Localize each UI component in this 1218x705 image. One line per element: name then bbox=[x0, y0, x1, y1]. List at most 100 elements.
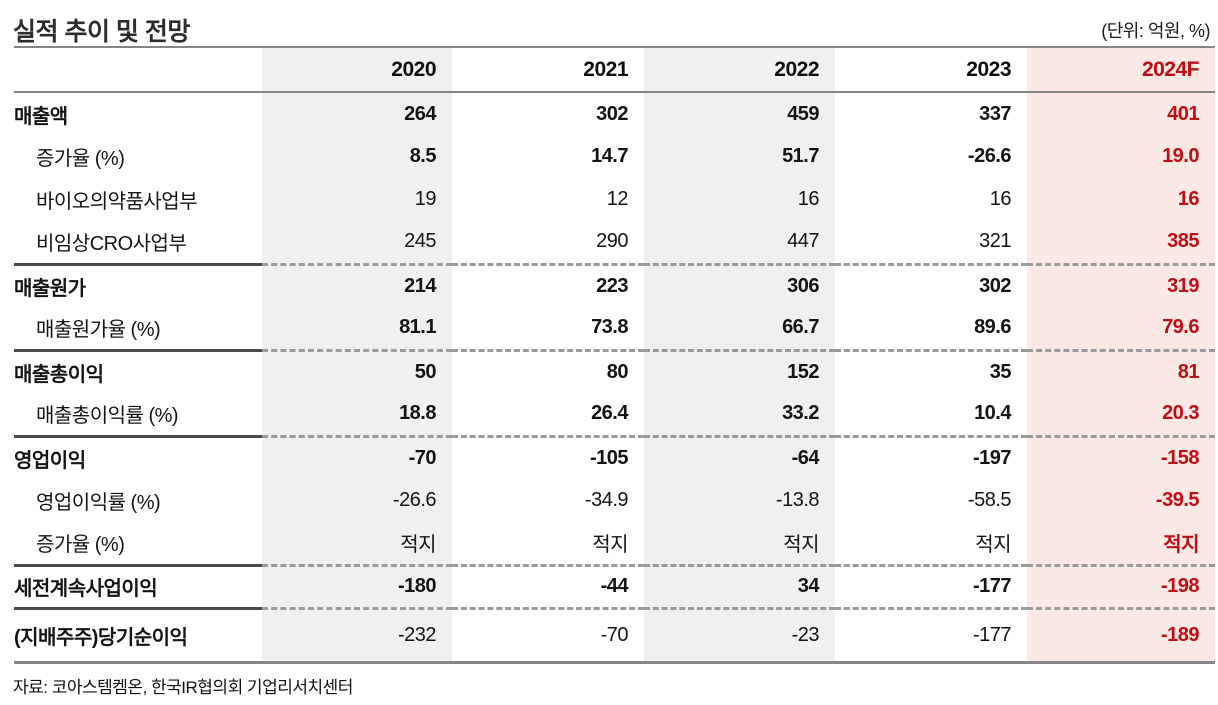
table-row: 매출총이익 50 80 152 35 81 bbox=[14, 350, 1215, 393]
cell-value: 14.7 bbox=[591, 145, 628, 167]
cell-value: 319 bbox=[1167, 274, 1199, 297]
corner-header bbox=[14, 47, 262, 92]
table-row: 매출원가 214 223 306 302 319 bbox=[14, 264, 1215, 307]
row-label: 매출원가 bbox=[14, 277, 86, 300]
row-label: 매출총이익률 (%) bbox=[14, 393, 262, 438]
row-label: 세전계속사업이익 bbox=[14, 565, 262, 610]
table-row: 증가율 (%) 8.5 14.7 51.7 -26.6 19.0 bbox=[14, 135, 1215, 178]
cell-value: -39.5 bbox=[1155, 489, 1200, 511]
cell-value: -70 bbox=[452, 608, 644, 664]
cell-value: 302 bbox=[979, 274, 1011, 297]
cell-value: -44 bbox=[452, 565, 644, 610]
cell-value: 321 bbox=[835, 221, 1027, 266]
page-header: 실적 추이 및 전망 (단위: 억원, %) bbox=[0, 0, 1218, 46]
cell-value: 214 bbox=[404, 274, 436, 297]
page-title: 실적 추이 및 전망 bbox=[13, 18, 190, 46]
cell-value: -189 bbox=[1027, 608, 1215, 664]
cell-value: 80 bbox=[606, 360, 629, 383]
row-label: 영업이익 bbox=[14, 449, 86, 472]
cell-value: 26.4 bbox=[452, 393, 644, 438]
cell-value: 34 bbox=[644, 565, 835, 610]
cell-value: 33.2 bbox=[644, 393, 835, 438]
table-row: 매출액 264 302 459 337 401 bbox=[14, 92, 1215, 135]
cell-value: 적지 bbox=[452, 522, 644, 567]
cell-value: 16 bbox=[797, 188, 820, 210]
cell-value: -158 bbox=[1160, 446, 1200, 469]
row-label: 영업이익률 (%) bbox=[36, 492, 161, 514]
table-row: (지배주주)당기순이익 -232 -70 -23 -177 -189 bbox=[14, 608, 1215, 664]
cell-value: 10.4 bbox=[835, 393, 1027, 438]
cell-value: 89.6 bbox=[835, 307, 1027, 352]
cell-value: 적지 bbox=[262, 522, 452, 567]
cell-value: 223 bbox=[596, 274, 628, 297]
cell-value: 245 bbox=[262, 221, 452, 266]
cell-value: -105 bbox=[589, 446, 629, 469]
cell-value: 20.3 bbox=[1027, 393, 1215, 438]
table-row: 영업이익 -70 -105 -64 -197 -158 bbox=[14, 436, 1215, 479]
cell-value: 401 bbox=[1167, 102, 1199, 125]
cell-value: -177 bbox=[835, 608, 1027, 664]
cell-value: 12 bbox=[606, 188, 629, 210]
cell-value: 18.8 bbox=[262, 393, 452, 438]
table-row: 세전계속사업이익 -180 -44 34 -177 -198 bbox=[14, 565, 1215, 610]
table-row: 영업이익률 (%) -26.6 -34.9 -13.8 -58.5 -39.5 bbox=[14, 479, 1215, 522]
column-header-2023: 2023 bbox=[966, 57, 1011, 81]
table-row: 바이오의약품사업부 19 12 16 16 16 bbox=[14, 178, 1215, 221]
cell-value: 459 bbox=[787, 102, 819, 125]
cell-value: -13.8 bbox=[775, 489, 820, 511]
cell-value: 447 bbox=[644, 221, 835, 266]
cell-value: 적지 bbox=[1027, 522, 1215, 567]
cell-value: 81 bbox=[1177, 360, 1200, 383]
cell-value: -26.6 bbox=[967, 145, 1012, 167]
cell-value: 302 bbox=[596, 102, 628, 125]
cell-value: -70 bbox=[408, 446, 437, 469]
cell-value: 337 bbox=[979, 102, 1011, 125]
cell-value: 19 bbox=[414, 188, 437, 210]
cell-value: -180 bbox=[262, 565, 452, 610]
cell-value: 16 bbox=[1177, 188, 1200, 210]
row-label: 증가율 (%) bbox=[14, 522, 262, 567]
cell-value: -26.6 bbox=[392, 489, 437, 511]
cell-value: 적지 bbox=[644, 522, 835, 567]
cell-value: 306 bbox=[787, 274, 819, 297]
cell-value: 적지 bbox=[835, 522, 1027, 567]
cell-value: -34.9 bbox=[584, 489, 629, 511]
header-row: 2020 2021 2022 2023 2024F bbox=[14, 47, 1215, 92]
cell-value: -58.5 bbox=[967, 489, 1012, 511]
cell-value: 35 bbox=[989, 360, 1012, 383]
column-header-2020: 2020 bbox=[391, 57, 436, 81]
cell-value: 81.1 bbox=[262, 307, 452, 352]
cell-value: -198 bbox=[1027, 565, 1215, 610]
cell-value: 152 bbox=[787, 360, 819, 383]
row-label: 증가율 (%) bbox=[36, 148, 125, 170]
row-label: 매출원가율 (%) bbox=[14, 307, 262, 352]
cell-value: 50 bbox=[414, 360, 437, 383]
row-label: 바이오의약품사업부 bbox=[36, 191, 198, 213]
cell-value: -64 bbox=[791, 446, 820, 469]
table-row: 증가율 (%) 적지 적지 적지 적지 적지 bbox=[14, 522, 1215, 567]
cell-value: -197 bbox=[972, 446, 1012, 469]
row-label: 매출액 bbox=[14, 105, 68, 128]
financial-table: 2020 2021 2022 2023 2024F 매출액 264 302 459 337 401… bbox=[14, 46, 1215, 664]
column-header-2021: 2021 bbox=[583, 57, 628, 81]
table-row: 매출원가율 (%) 81.1 73.8 66.7 89.6 79.6 bbox=[14, 307, 1215, 352]
cell-value: 290 bbox=[452, 221, 644, 266]
cell-value: 51.7 bbox=[782, 145, 819, 167]
table-row: 비임상CRO사업부 245 290 447 321 385 bbox=[14, 221, 1215, 266]
cell-value: 66.7 bbox=[644, 307, 835, 352]
row-label: 매출총이익 bbox=[14, 363, 104, 386]
cell-value: -177 bbox=[835, 565, 1027, 610]
source-note: 자료: 코아스템켐온, 한국IR협의회 기업리서치센터 bbox=[13, 677, 353, 697]
cell-value: 16 bbox=[989, 188, 1012, 210]
cell-value: 19.0 bbox=[1162, 145, 1199, 167]
cell-value: 73.8 bbox=[452, 307, 644, 352]
table-body: 매출액 264 302 459 337 401 증가율 (%) 8.5 14.7 51.7 -26.… bbox=[14, 92, 1215, 664]
cell-value: 264 bbox=[404, 102, 436, 125]
table-row: 매출총이익률 (%) 18.8 26.4 33.2 10.4 20.3 bbox=[14, 393, 1215, 438]
cell-value: -232 bbox=[262, 608, 452, 664]
cell-value: 8.5 bbox=[409, 145, 437, 167]
cell-value: -23 bbox=[644, 608, 835, 664]
unit-note: (단위: 억원, %) bbox=[1101, 21, 1210, 41]
row-label: 비임상CRO사업부 bbox=[14, 221, 262, 266]
column-header-2024f: 2024F bbox=[1141, 57, 1200, 81]
